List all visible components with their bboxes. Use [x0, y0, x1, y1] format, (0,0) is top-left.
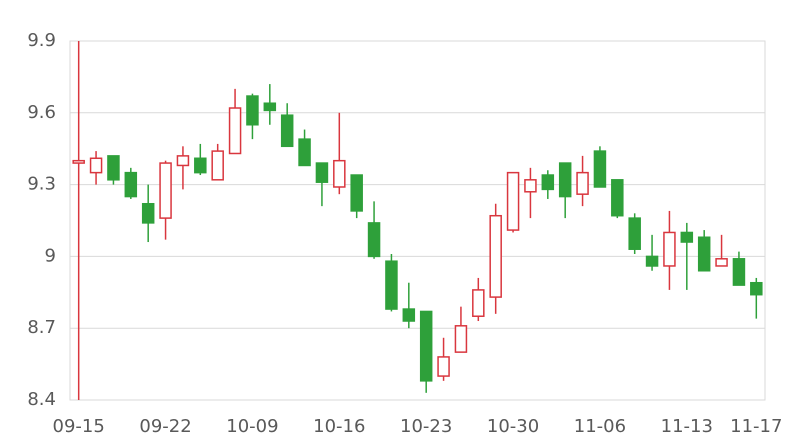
candle-body: [159, 162, 172, 219]
plot-frame: [69, 40, 766, 401]
candle-body: [472, 289, 485, 317]
candle-body: [576, 171, 589, 195]
candle-body: [211, 150, 224, 181]
candle-body: [715, 258, 728, 267]
candle-body: [663, 231, 676, 267]
y-tick-label: 9: [45, 245, 56, 266]
candle-body: [645, 255, 659, 267]
y-tick-label: 8.4: [27, 389, 56, 410]
y-tick-label: 9.9: [27, 30, 56, 51]
candle-body: [333, 159, 346, 188]
y-tick-label: 9.3: [27, 174, 56, 195]
candle-body: [280, 114, 294, 148]
candle-body: [315, 162, 329, 183]
x-tick-label: 10-09: [226, 416, 278, 437]
candle-body: [524, 179, 537, 193]
x-tick-label: 09-22: [139, 416, 191, 437]
candle-body: [628, 217, 641, 250]
candle-body: [454, 325, 468, 353]
candle-body: [124, 171, 138, 198]
candle-body: [541, 174, 555, 191]
candle-body: [350, 174, 363, 212]
x-tick-label: 11-17: [730, 416, 782, 437]
candle-body: [558, 162, 572, 198]
x-tick-label: 10-16: [313, 416, 365, 437]
candle-body: [697, 236, 711, 272]
x-tick-label: 10-30: [487, 416, 539, 437]
candle-body: [194, 157, 207, 174]
candle-body: [419, 310, 433, 382]
y-tick-label: 9.6: [27, 102, 56, 123]
candle-body: [611, 179, 624, 217]
candle-body: [489, 214, 502, 298]
candle-body: [732, 258, 746, 286]
y-tick-label: 8.7: [27, 317, 56, 338]
candle-body: [750, 281, 763, 296]
candle-body: [402, 308, 416, 322]
candle-body: [141, 202, 155, 224]
candle-body: [107, 155, 120, 181]
candle-body: [246, 95, 259, 126]
candle-body: [506, 171, 520, 231]
candle-body: [298, 138, 311, 167]
candle-body: [680, 231, 694, 243]
candle-body: [367, 222, 381, 258]
candle-body: [72, 159, 85, 164]
candle-body: [228, 107, 242, 155]
candle-body: [176, 155, 190, 167]
candle-body: [89, 157, 103, 174]
x-tick-label: 09-15: [53, 416, 105, 437]
candle-body: [385, 260, 398, 310]
candle-body: [437, 356, 450, 377]
x-tick-label: 11-06: [574, 416, 626, 437]
candle-body: [593, 150, 607, 188]
x-tick-label: 11-13: [661, 416, 713, 437]
x-tick-label: 10-23: [400, 416, 452, 437]
candle-body: [263, 102, 277, 112]
